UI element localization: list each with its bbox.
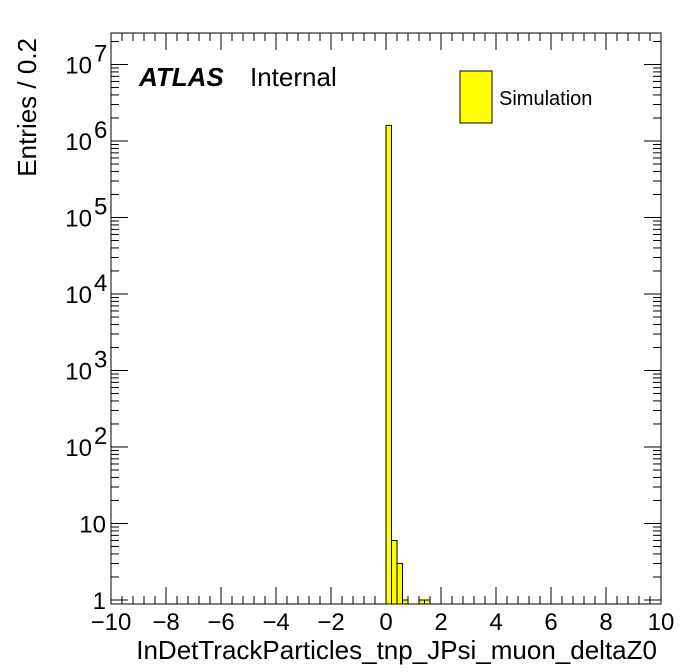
x-tick-label: −2 [317,609,344,636]
histogram-bar [396,563,403,605]
histogram-bar [402,599,409,605]
y-tick-label: 10 [65,53,92,80]
x-tick-label: 2 [434,609,447,636]
x-tick-label: 0 [379,609,392,636]
y-tick-label: 10 [65,282,92,309]
x-tick-label: −4 [262,609,289,636]
x-tick-label: 6 [544,609,557,636]
x-axis-ticks: −10 −8 −6 −4 −2 0 2 4 6 8 10 [91,33,675,636]
x-axis-title: InDetTrackParticles_tnp_JPsi_muon_deltaZ… [136,635,657,665]
legend: Simulation [459,70,592,124]
y-tick-label: 10 [65,206,92,233]
y-tick-label: 10 [65,435,92,462]
histogram-bar [391,539,398,605]
histogram-bar [424,599,431,605]
atlas-label: ATLAS [138,62,224,92]
x-tick-label: 4 [489,609,502,636]
y-tick-exponent: 2 [94,423,107,450]
atlas-sublabel: Internal [250,62,337,92]
histogram-bar [385,124,392,605]
histogram-bars [385,124,431,605]
y-tick-exponent: 5 [94,194,107,221]
y-tick-exponent: 3 [94,347,107,374]
x-tick-label: −10 [91,609,132,636]
y-tick-exponent: 6 [94,117,107,144]
histogram-bar [418,599,425,605]
legend-entry-simulation: Simulation [499,88,592,110]
x-tick-label: −6 [207,609,234,636]
y-tick-label: 10 [65,129,92,156]
y-axis-title: Entries / 0.2 [12,38,42,177]
y-tick-exponent: 7 [94,41,107,68]
y-tick-label: 1 [93,588,106,615]
x-tick-label: 8 [599,609,612,636]
y-tick-label: 10 [65,359,92,386]
y-tick-exponent: 4 [94,270,107,297]
y-tick-label: 10 [79,512,106,539]
x-tick-label: −8 [152,609,179,636]
x-tick-label: 10 [648,609,675,636]
legend-swatch [459,70,493,124]
